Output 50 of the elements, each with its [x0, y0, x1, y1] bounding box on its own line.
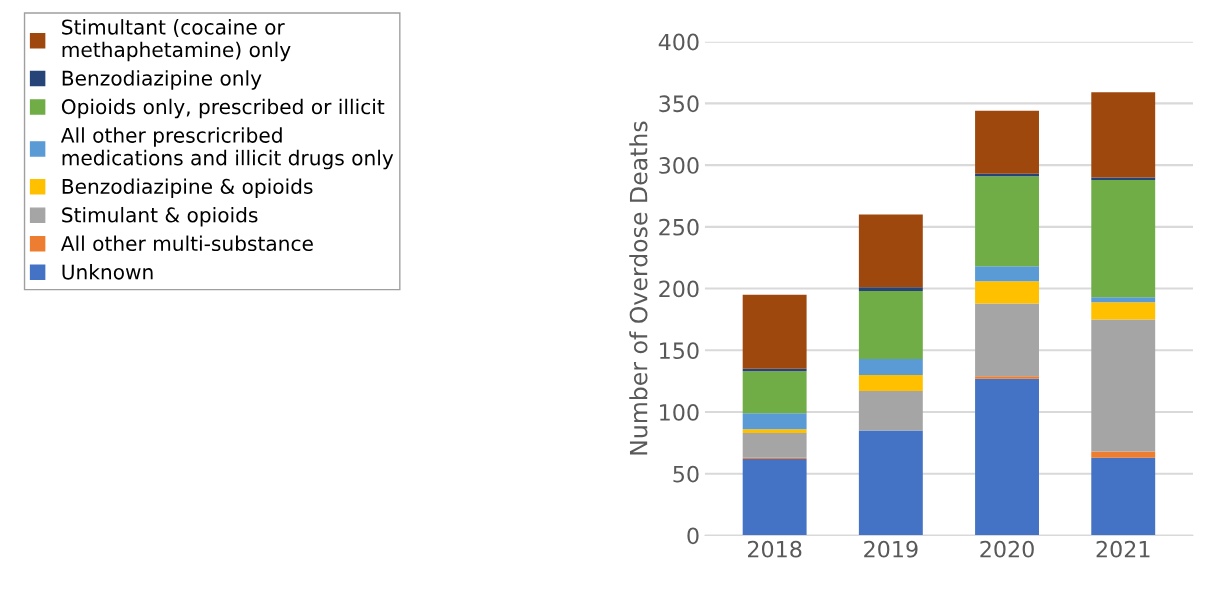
legend-label: Opioids only, prescribed or illicit — [61, 98, 385, 119]
y-tick-label: 200 — [659, 280, 699, 298]
y-tick-label: 50 — [673, 465, 699, 483]
bar — [858, 214, 923, 288]
x-tick-label: 2021 — [1096, 540, 1150, 558]
bar — [1091, 179, 1156, 298]
bar — [742, 413, 807, 430]
bar — [975, 376, 1039, 379]
legend-label: Benzodiazipine only — [62, 70, 262, 90]
bar — [1091, 297, 1156, 303]
legend-label: Stimultant (cocaine or methaphetamine) only — [62, 19, 291, 62]
bar — [858, 291, 923, 359]
bar — [1091, 302, 1156, 320]
legend-label: All other multi-substance — [60, 235, 313, 252]
bar — [858, 391, 923, 431]
y-tick-label: 0 — [687, 527, 699, 545]
bar — [1091, 457, 1156, 536]
y-axis-title: Number of Overdose Deaths — [629, 121, 648, 455]
bar — [975, 281, 1039, 304]
bar — [858, 430, 923, 536]
y-tick-label: 100 — [660, 403, 699, 421]
bar — [1091, 177, 1156, 180]
y-tick-label: 250 — [659, 218, 699, 236]
bar — [975, 378, 1039, 536]
bar — [742, 433, 807, 458]
bar — [1091, 92, 1156, 178]
legend-label: Stimulant & opioids — [62, 206, 258, 227]
bar — [742, 371, 807, 414]
legend-label: All other prescricribed medications and illicit drugs only — [60, 127, 394, 170]
bar — [975, 266, 1039, 282]
y-tick-label: 300 — [659, 157, 699, 174]
bar — [858, 375, 923, 392]
bar — [1091, 319, 1156, 452]
bar — [742, 294, 807, 369]
bar — [1091, 451, 1156, 458]
legend-label: Unknown — [62, 264, 153, 280]
bar — [975, 176, 1039, 267]
bar — [858, 358, 923, 375]
x-tick-label: 2020 — [980, 540, 1034, 558]
bar — [742, 458, 807, 536]
bar — [975, 110, 1039, 174]
x-tick-label: 2019 — [864, 540, 918, 558]
y-tick-label: 350 — [659, 95, 699, 113]
bar — [975, 303, 1039, 377]
x-tick-label: 2018 — [747, 540, 802, 558]
bar — [742, 429, 807, 434]
y-tick-label: 150 — [660, 342, 699, 360]
bar — [858, 287, 923, 292]
y-tick-label: 400 — [658, 33, 699, 51]
legend-label: Benzodiazipine & opioids — [62, 178, 313, 198]
